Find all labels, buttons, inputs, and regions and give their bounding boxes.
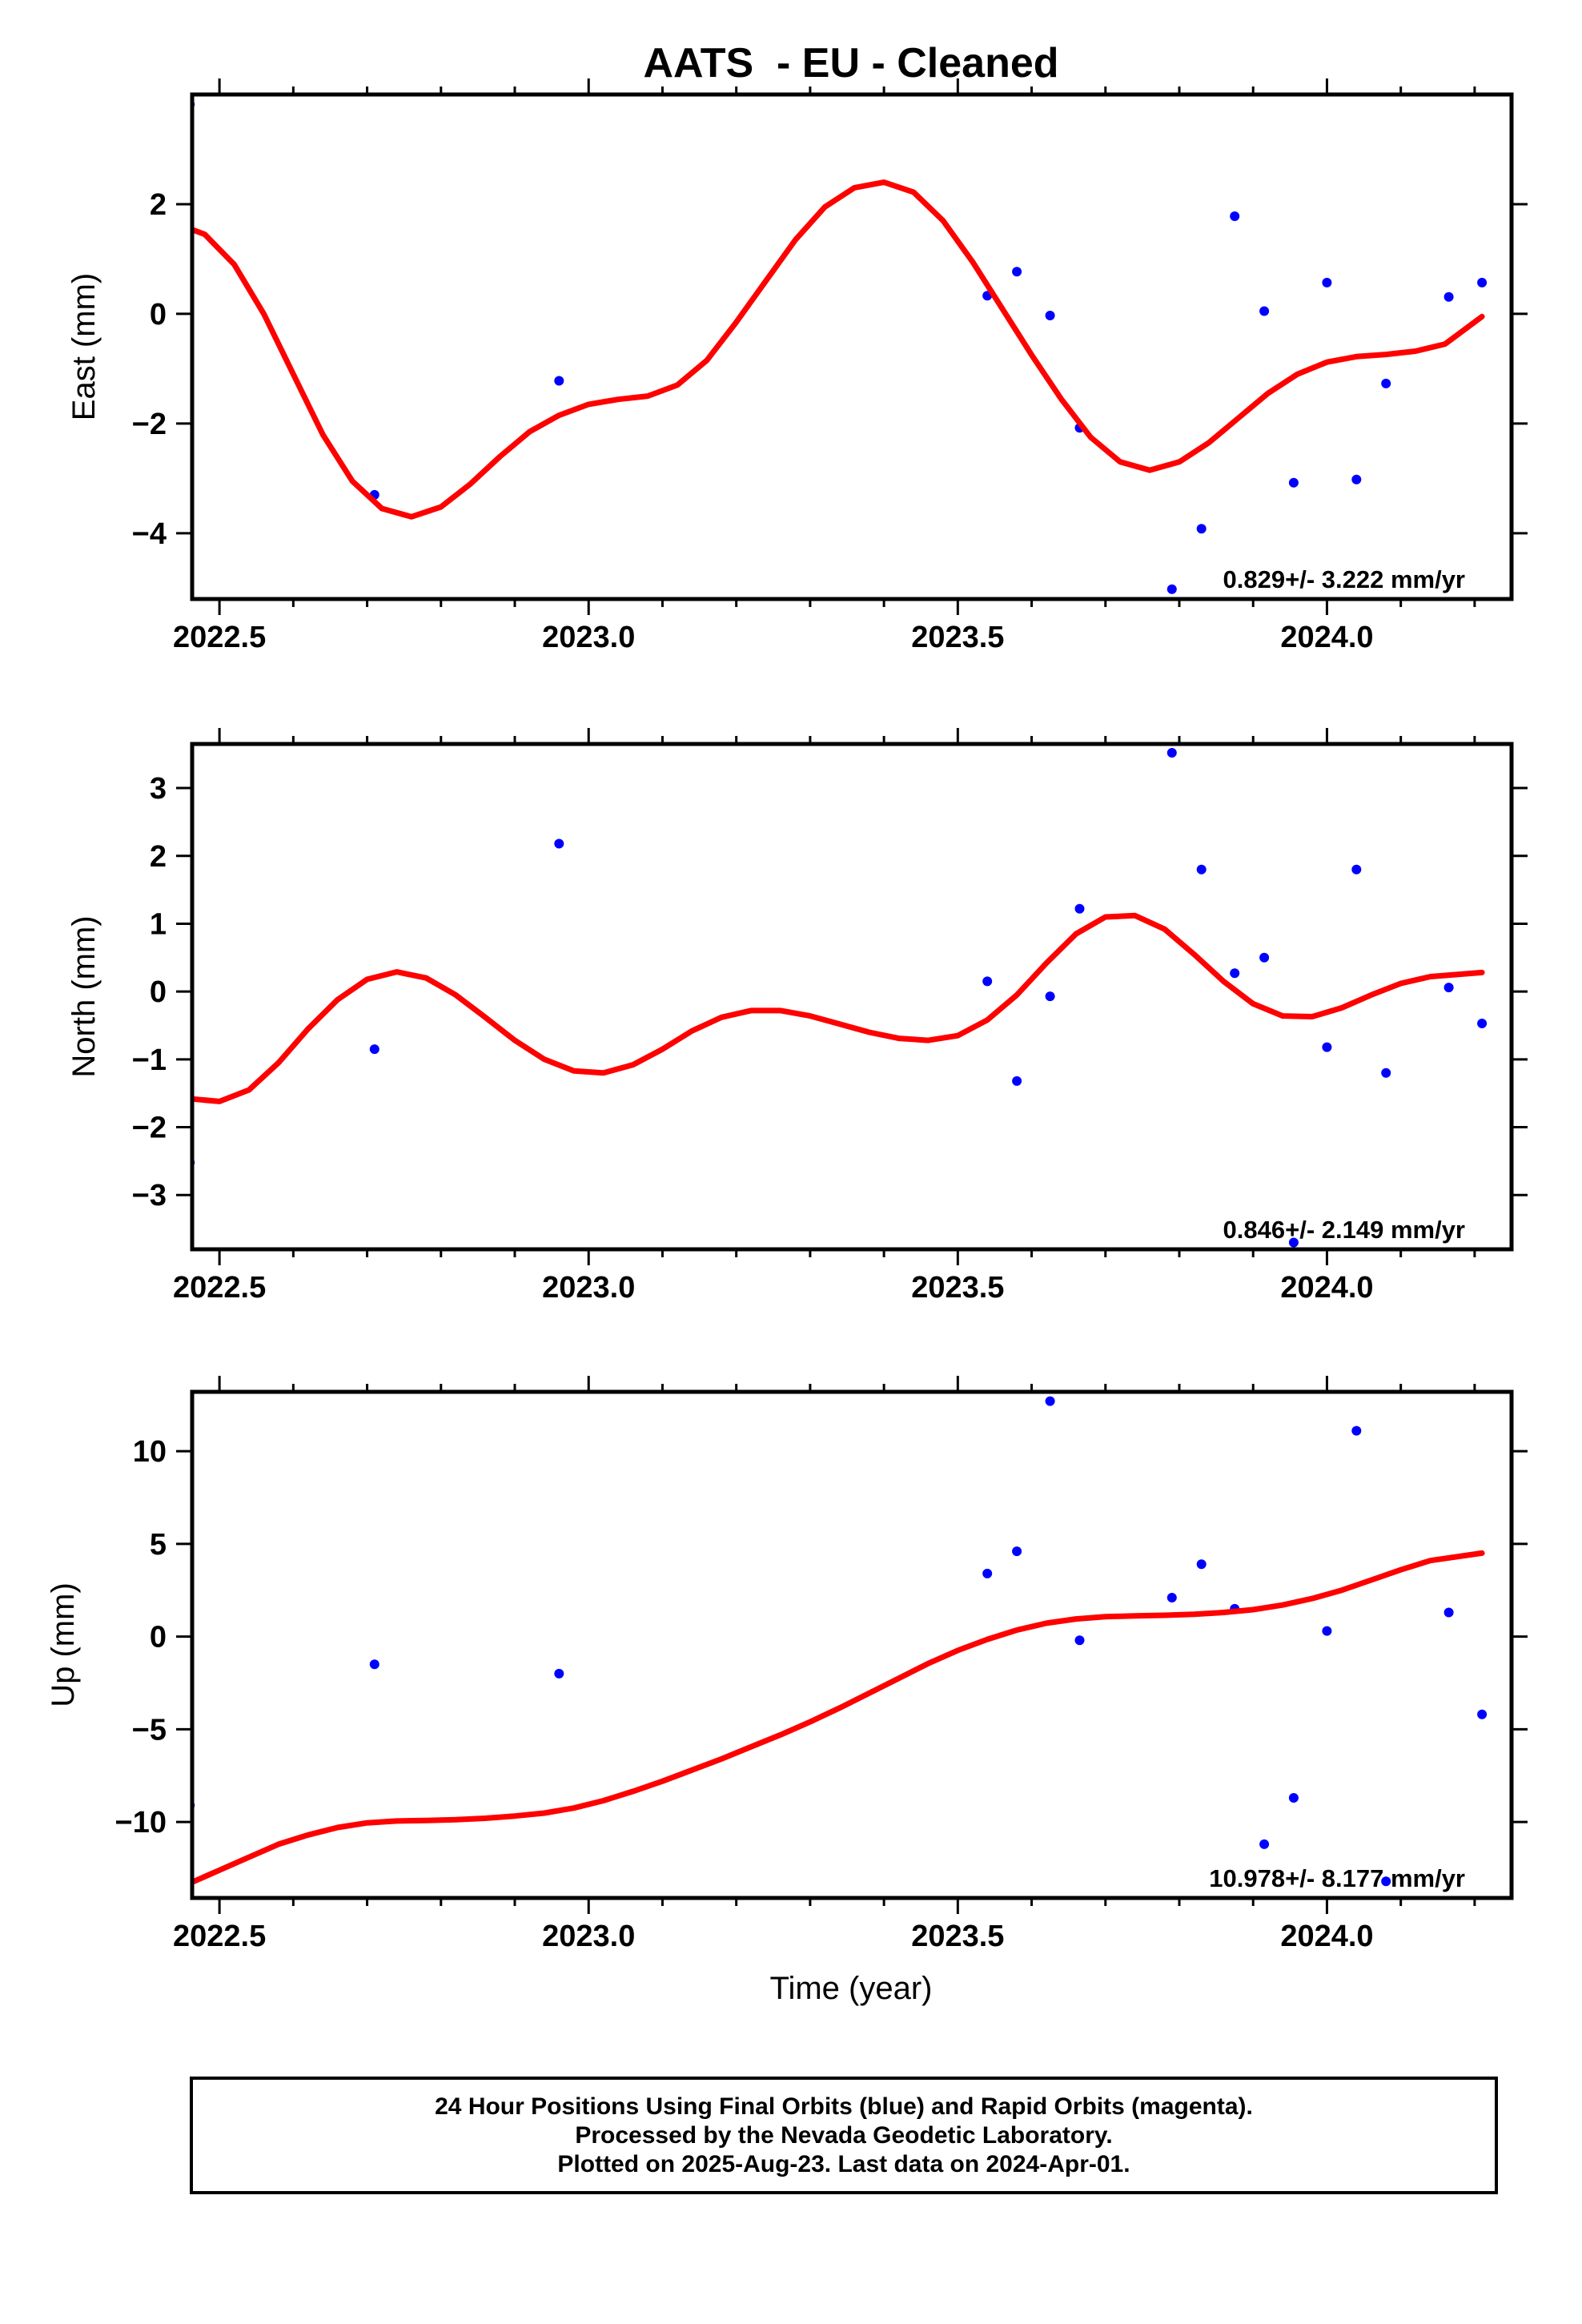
data-point: [1196, 1559, 1207, 1570]
y-axis-label: North (mm): [66, 915, 102, 1077]
data-point: [554, 376, 564, 386]
x-tick-label: 2024.0: [1280, 621, 1373, 654]
data-point: [1045, 1396, 1055, 1406]
x-tick-label: 2023.5: [911, 1271, 1004, 1305]
y-tick-label: 2: [150, 840, 167, 874]
data-point: [1259, 952, 1270, 963]
fit-line: [192, 179, 1485, 520]
data-point: [369, 1044, 379, 1055]
data-point: [1477, 1019, 1488, 1028]
rate-annotation: 0.846+/- 2.149 mm/yr: [1223, 1216, 1465, 1244]
y-tick-label: 3: [150, 772, 167, 806]
data-point: [982, 976, 993, 987]
data-point: [1288, 477, 1299, 488]
y-tick-label: −2: [132, 408, 167, 441]
plot-area-up: [155, 1396, 1488, 1893]
data-point: [1230, 968, 1240, 979]
y-tick-label: −2: [132, 1112, 167, 1145]
data-point: [1074, 903, 1085, 914]
data-point: [1322, 277, 1332, 287]
data-point: [1477, 277, 1488, 287]
data-point: [1166, 1593, 1177, 1602]
data-point: [1166, 748, 1177, 758]
x-tick-label: 2023.0: [542, 1271, 635, 1305]
x-tick-label: 2022.5: [173, 1920, 266, 1953]
data-point: [1381, 1068, 1391, 1078]
footer-box: 24 Hour Positions Using Final Orbits (bl…: [190, 2077, 1498, 2194]
y-tick-label: 0: [150, 975, 167, 1009]
data-point: [1045, 991, 1055, 1002]
data-point: [1074, 1635, 1085, 1646]
x-tick-label: 2023.0: [542, 621, 635, 654]
y-axis-label: Up (mm): [46, 1582, 81, 1707]
data-point: [155, 235, 165, 245]
data-point: [1259, 306, 1270, 316]
data-point: [554, 838, 564, 849]
data-point: [1381, 378, 1391, 388]
footer-line-2: Processed by the Nevada Geodetic Laborat…: [575, 2121, 1113, 2149]
x-tick-label: 2022.5: [173, 621, 266, 654]
data-point: [1045, 311, 1055, 320]
data-point: [1351, 1425, 1362, 1436]
data-point: [982, 1568, 993, 1578]
x-tick-label: 2024.0: [1280, 1920, 1373, 1953]
rate-annotation: 0.829+/- 3.222 mm/yr: [1223, 565, 1465, 593]
y-tick-label: −4: [132, 517, 167, 551]
y-tick-label: 2: [150, 188, 167, 222]
chart-title: AATS - EU - Cleaned: [643, 40, 1058, 86]
data-point: [1259, 1839, 1270, 1849]
x-tick-label: 2023.0: [542, 1920, 635, 1953]
data-point: [1351, 474, 1362, 485]
plot-area-east: [155, 99, 1488, 594]
data-point: [1477, 1709, 1488, 1719]
data-point: [1443, 983, 1454, 993]
x-tick-label: 2023.5: [911, 1920, 1004, 1953]
data-point: [1196, 524, 1207, 534]
data-point: [1166, 584, 1177, 594]
data-point: [1322, 1042, 1332, 1052]
data-point: [1381, 1876, 1391, 1887]
y-tick-label: 0: [150, 298, 167, 332]
data-point: [1322, 1626, 1332, 1636]
y-tick-label: 10: [133, 1435, 167, 1469]
data-point: [1196, 864, 1207, 875]
x-tick-label: 2024.0: [1280, 1271, 1373, 1305]
data-point: [1443, 292, 1454, 302]
plot-frame: [190, 1389, 1514, 1900]
x-tick-label: 2022.5: [173, 1271, 266, 1305]
y-tick-label: 5: [150, 1528, 167, 1562]
x-axis-label: Time (year): [770, 1971, 933, 2006]
data-point: [554, 1668, 564, 1679]
panel-up: 2022.5 2023.0 2023.5 2024.0 10 5 0 −5 −10 Up (mm)…: [46, 1376, 1528, 1953]
plot-frame: [190, 92, 1514, 601]
y-axis-label: East (mm): [66, 273, 102, 420]
fit-line: [192, 912, 1485, 1104]
data-point: [1288, 1237, 1299, 1248]
plot-area-north: [192, 748, 1488, 1248]
panel-north: 2022.5 2023.0 2023.5 2024.0 3 2 1 0 −1 −2 −3 North …: [66, 728, 1528, 1305]
y-tick-label: −3: [132, 1179, 167, 1212]
y-tick-label: 0: [150, 1621, 167, 1655]
y-tick-label: −1: [132, 1043, 167, 1077]
data-point: [155, 1884, 165, 1893]
data-point: [1012, 1076, 1022, 1086]
fit-line: [192, 1550, 1485, 1886]
panel-east: 2022.5 2023.0 2023.5 2024.0 2 0 −2 −4 East (mm) 0…: [66, 78, 1528, 654]
rate-annotation: 10.978+/- 8.177 mm/yr: [1209, 1864, 1465, 1892]
data-point: [1230, 211, 1240, 221]
data-point: [1443, 1607, 1454, 1618]
y-tick-label: −5: [132, 1713, 167, 1747]
data-point: [369, 1659, 379, 1670]
data-point: [1012, 267, 1022, 277]
plot-frame: [190, 742, 1514, 1252]
x-tick-label: 2023.5: [911, 621, 1004, 654]
y-tick-label: 1: [150, 907, 167, 941]
footer-line-3: Plotted on 2025-Aug-23. Last data on 202…: [557, 2150, 1130, 2177]
data-point: [1351, 864, 1362, 875]
footer-line-1: 24 Hour Positions Using Final Orbits (bl…: [435, 2093, 1253, 2120]
data-point: [1012, 1546, 1022, 1557]
data-point: [1288, 1793, 1299, 1803]
y-tick-label: −10: [115, 1806, 167, 1839]
